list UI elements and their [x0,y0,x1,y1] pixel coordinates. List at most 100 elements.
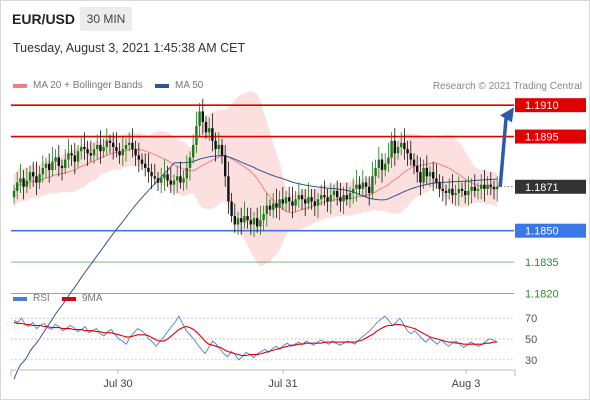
legend-rsi: RSI [13,293,50,304]
candle-body [44,163,48,168]
candle-body [348,193,352,200]
rsi-tick-70: 70 [525,313,537,325]
candle-body [108,140,112,143]
x-tick-label: Jul 31 [268,378,297,390]
candle-body [377,159,380,168]
legend-ma20-label: MA 20 + Bollinger Bands [33,80,143,91]
candle-body [262,213,265,221]
candle-body [470,186,473,191]
candle-body [473,186,476,191]
candle-body [188,157,192,168]
candle-body [428,172,432,177]
candle-body [438,182,441,189]
candle-body [115,147,118,152]
candle-body [371,176,374,194]
candle-body [166,174,169,181]
candle-body [128,142,131,145]
candle-body [208,128,211,133]
candle-body [60,165,64,168]
candle-body [268,205,272,210]
candle-body [457,188,460,194]
candle-body [249,220,252,225]
candle-body [246,216,249,221]
candle-body [316,199,320,206]
candle-body [390,140,393,158]
symbol-label: EUR/USD [12,11,76,27]
level-tag-1.1895 [515,129,586,144]
candle-body [118,151,121,156]
candle-body [147,167,150,173]
candle-body [144,163,147,168]
candle-body [169,180,172,185]
candle-body [160,178,163,183]
ma50-line [13,154,498,380]
candle-body [19,178,22,183]
candle-body [387,157,390,164]
candle-body [182,178,185,183]
candle-body [121,149,124,156]
candle-body [105,140,108,148]
datetime-label: Tuesday, August 3, 2021 1:45:38 AM CET [13,41,246,55]
level-label-1.1820: 1.1820 [525,288,559,300]
candle-body [486,184,489,189]
candle-body [134,149,137,156]
candle-body [48,163,51,171]
candle-body [278,199,281,208]
candle-body [16,182,19,191]
candle-body [374,167,377,177]
candle-body [281,199,284,204]
candle-body [275,203,278,208]
timeframe-button[interactable]: 30 MIN [80,7,132,31]
level-tag-1.1910 [515,98,586,113]
ma20-line [13,148,498,214]
candle-body [368,186,371,194]
candle-body [99,144,102,152]
candle-body [412,159,416,166]
rsi-swatch-icon [13,296,27,301]
candle-body [137,155,140,160]
candle-body [435,178,438,183]
candle-body [112,142,115,148]
legend-ma20: MA 20 + Bollinger Bands [13,80,143,91]
candle-body [419,172,422,183]
candle-body [272,203,275,210]
candle-body [124,144,128,150]
level-label-1.1850: 1.1850 [525,226,559,238]
rsi-tick-50: 50 [525,334,537,346]
candle-body [83,147,86,150]
candle-body [265,205,268,214]
candle-body [307,197,310,204]
candle-body [172,180,176,185]
candle-body [432,172,435,179]
candle-body [227,176,230,202]
candle-body [310,197,313,202]
candle-body [480,184,483,189]
candle-body [64,159,67,168]
candle-body [22,178,25,187]
rsi-tick-30: 30 [525,355,537,367]
candle-body [451,188,454,196]
current-price-label: 1.1871 [525,182,559,194]
candle-body [201,111,204,122]
ma9-line [13,321,498,357]
candle-body [300,195,304,200]
candle-body [70,153,73,156]
candle-body [326,197,329,202]
x-tick-label: Aug 3 [452,378,481,390]
candle-body [323,195,326,198]
candle-body [96,144,99,150]
candle-body [454,193,457,196]
candle-body [288,197,291,202]
candle-body [54,157,57,162]
rsi-line [13,315,498,361]
candle-body [403,142,406,150]
candle-body [131,142,134,150]
candle-body [153,176,156,179]
candle-body [57,157,60,166]
level-label-1.1835: 1.1835 [525,257,559,269]
candle-body [12,190,16,198]
candle-body [25,180,28,187]
candle-body [256,218,259,227]
candle-body [86,149,89,154]
